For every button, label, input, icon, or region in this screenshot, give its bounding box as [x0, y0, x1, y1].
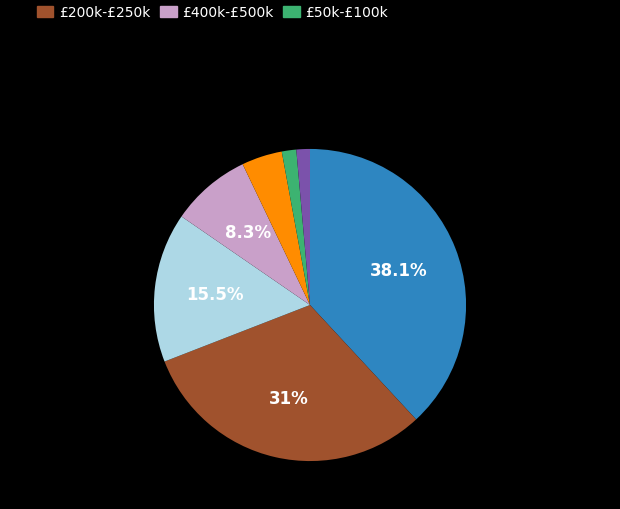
Legend: £300k-£400k, £200k-£250k, £250k-£300k, £400k-£500k, £150k-£200k, £50k-£100k, £50: £300k-£400k, £200k-£250k, £250k-£300k, £… — [32, 0, 525, 24]
Text: 8.3%: 8.3% — [225, 224, 271, 242]
Text: 31%: 31% — [268, 389, 309, 407]
Wedge shape — [164, 305, 416, 461]
Wedge shape — [242, 152, 310, 305]
Wedge shape — [154, 217, 310, 362]
Wedge shape — [281, 150, 310, 305]
Text: 38.1%: 38.1% — [370, 262, 428, 279]
Wedge shape — [310, 150, 466, 419]
Wedge shape — [296, 150, 310, 305]
Text: 15.5%: 15.5% — [187, 286, 244, 303]
Wedge shape — [182, 165, 310, 305]
